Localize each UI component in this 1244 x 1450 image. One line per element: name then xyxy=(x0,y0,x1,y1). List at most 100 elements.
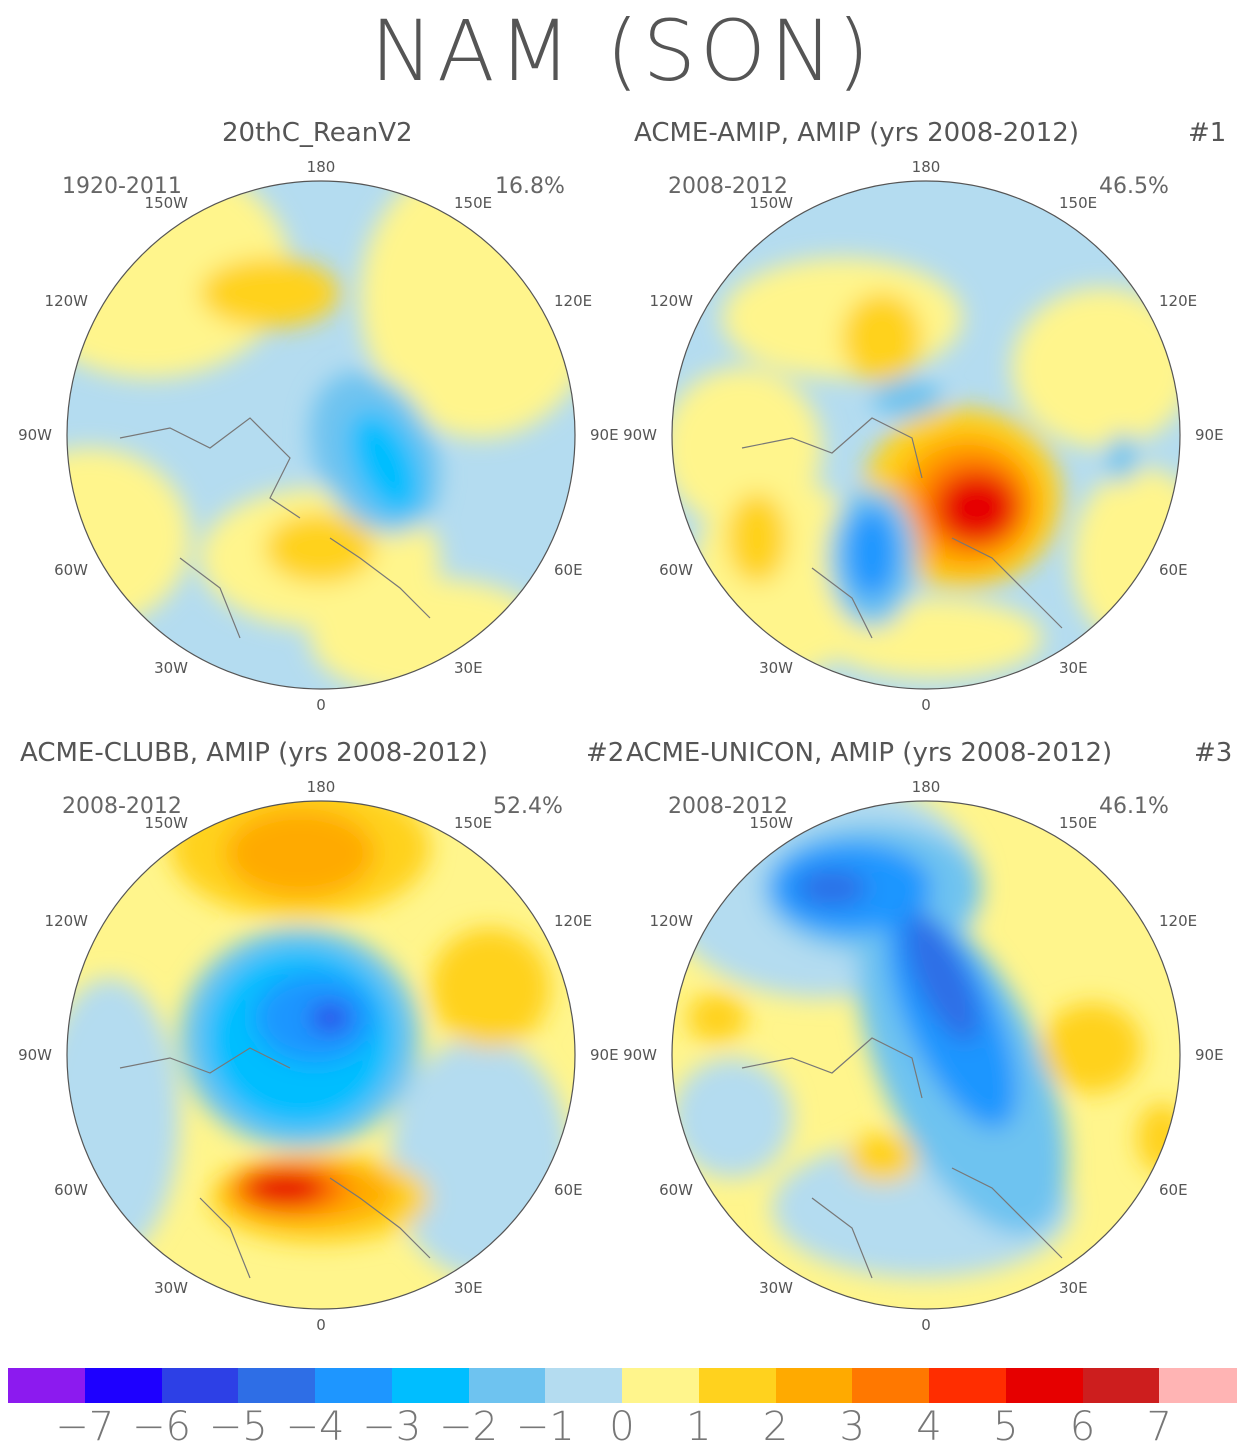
colorbar-swatch xyxy=(929,1368,1007,1403)
panel-acme-amip: ACME-AMIP, AMIP (yrs 2008-2012) #1 2008-… xyxy=(622,118,1244,738)
lon-label-90w: 90W xyxy=(623,1046,657,1064)
panel-acme-unicon: ACME-UNICON, AMIP (yrs 2008-2012) #3 200… xyxy=(622,738,1244,1358)
period-label: 2008-2012 xyxy=(62,794,182,819)
lon-label-0: 0 xyxy=(921,1316,931,1334)
lon-label-180: 180 xyxy=(912,158,941,176)
lon-label-150w: 150W xyxy=(750,814,794,832)
panel-title: ACME-AMIP, AMIP (yrs 2008-2012) xyxy=(634,118,1079,148)
colorbar-swatch xyxy=(238,1368,316,1403)
lon-label-180: 180 xyxy=(307,158,336,176)
lon-label-150w: 150W xyxy=(145,814,189,832)
panel-acme-clubb: ACME-CLUBB, AMIP (yrs 2008-2012) #2 2008… xyxy=(0,738,625,1358)
lon-label-90w: 90W xyxy=(18,1046,52,1064)
lon-label-60e: 60E xyxy=(554,561,583,579)
lon-label-30e: 30E xyxy=(1059,659,1088,677)
panel-number: #1 xyxy=(1188,118,1227,148)
lon-label-60w: 60W xyxy=(659,561,693,579)
colorbar-tick-label: 7 xyxy=(1146,1404,1172,1450)
variance-percent: 16.8% xyxy=(495,174,565,199)
lon-label-120e: 120E xyxy=(554,292,592,310)
period-label: 2008-2012 xyxy=(668,794,788,819)
polar-map: 180 0 150W 150E 120W 120E 90W 90E 60W 60… xyxy=(18,778,619,1334)
lon-label-30w: 30W xyxy=(759,1279,793,1297)
lon-label-60w: 60W xyxy=(54,561,88,579)
colorbar-swatch xyxy=(1005,1368,1083,1403)
lon-label-180: 180 xyxy=(307,778,336,796)
lon-label-120e: 120E xyxy=(1159,292,1197,310)
panel-title: 20thC_ReanV2 xyxy=(222,118,413,148)
lon-label-150w: 150W xyxy=(750,194,794,212)
colorbar-swatch xyxy=(852,1368,930,1403)
colorbar-tick-label: 2 xyxy=(762,1404,789,1450)
lon-label-30w: 30W xyxy=(154,1279,188,1297)
colorbar xyxy=(8,1368,1237,1403)
panel-20thc-reanv2: 20thC_ReanV2 1920-2011 16.8% xyxy=(0,118,622,738)
colorbar-swatch xyxy=(1082,1368,1160,1403)
lon-label-90e: 90E xyxy=(590,1046,619,1064)
lon-label-150e: 150E xyxy=(454,194,492,212)
colorbar-tick-label: −5 xyxy=(208,1404,268,1450)
colorbar-swatch xyxy=(545,1368,623,1403)
colorbar-tick-label: −1 xyxy=(515,1404,575,1450)
lon-label-150e: 150E xyxy=(1059,194,1097,212)
colorbar-tick-label: 1 xyxy=(686,1404,712,1450)
colorbar-swatch xyxy=(161,1368,239,1403)
lon-label-60w: 60W xyxy=(54,1181,88,1199)
colorbar-swatch xyxy=(84,1368,162,1403)
lon-label-30w: 30W xyxy=(759,659,793,677)
period-label: 1920-2011 xyxy=(62,174,182,199)
polar-map: 180 0 150W 150E 120W 120E 90W 90E 60W 60… xyxy=(623,158,1224,714)
panel-title-bar: 20thC_ReanV2 xyxy=(0,118,622,154)
variance-percent: 46.5% xyxy=(1099,174,1169,199)
polar-map: 180 0 150W 150E 120W 120E 90W 90E 60W 60… xyxy=(623,778,1224,1334)
panel-number: #3 xyxy=(1194,738,1233,768)
colorbar-tick-label: 4 xyxy=(916,1404,942,1450)
panel-number: #2 xyxy=(586,738,625,768)
lon-label-120e: 120E xyxy=(1159,912,1197,930)
lon-label-30e: 30E xyxy=(454,1279,483,1297)
panel-title-bar: ACME-AMIP, AMIP (yrs 2008-2012) #1 xyxy=(622,118,1244,154)
lon-label-120w: 120W xyxy=(650,292,694,310)
colorbar-tick-label: 3 xyxy=(839,1404,865,1450)
lon-label-30w: 30W xyxy=(154,659,188,677)
lon-label-0: 0 xyxy=(316,696,326,714)
colorbar-tick-label: −2 xyxy=(439,1404,498,1450)
panel-title-bar: ACME-UNICON, AMIP (yrs 2008-2012) #3 xyxy=(622,738,1244,774)
colorbar-tick-label: 6 xyxy=(1069,1404,1096,1450)
panel-title: ACME-CLUBB, AMIP (yrs 2008-2012) xyxy=(20,738,489,768)
colorbar-swatch xyxy=(315,1368,393,1403)
colorbar-swatch xyxy=(391,1368,469,1403)
panel-title-bar: ACME-CLUBB, AMIP (yrs 2008-2012) #2 xyxy=(0,738,625,774)
colorbar-swatch xyxy=(622,1368,700,1403)
lon-label-0: 0 xyxy=(921,696,931,714)
colorbar-swatch xyxy=(698,1368,776,1403)
lon-label-90e: 90E xyxy=(1195,1046,1224,1064)
lon-label-90e: 90E xyxy=(1195,426,1224,444)
lon-label-60e: 60E xyxy=(1159,561,1188,579)
lon-label-120e: 120E xyxy=(554,912,592,930)
colorbar-swatch xyxy=(468,1368,546,1403)
lon-label-60e: 60E xyxy=(554,1181,583,1199)
lon-label-60e: 60E xyxy=(1159,1181,1188,1199)
lon-label-90e: 90E xyxy=(590,426,619,444)
colorbar-tick-label: 5 xyxy=(993,1404,1019,1450)
colorbar-swatch xyxy=(8,1368,86,1403)
figure-title: NAM (SON) xyxy=(370,2,874,100)
lon-label-150e: 150E xyxy=(454,814,492,832)
colorbar-tick-label: −7 xyxy=(55,1404,115,1450)
colorbar-swatch xyxy=(1159,1368,1237,1403)
colorbar-tick-label: −3 xyxy=(362,1404,422,1450)
lon-label-120w: 120W xyxy=(45,912,89,930)
lon-label-30e: 30E xyxy=(454,659,483,677)
lon-label-120w: 120W xyxy=(650,912,694,930)
lon-label-180: 180 xyxy=(912,778,941,796)
variance-percent: 52.4% xyxy=(493,794,563,819)
panel-title: ACME-UNICON, AMIP (yrs 2008-2012) xyxy=(626,738,1113,768)
variance-percent: 46.1% xyxy=(1099,794,1169,819)
lon-label-150w: 150W xyxy=(145,194,189,212)
lon-label-0: 0 xyxy=(316,1316,326,1334)
colorbar-swatch xyxy=(775,1368,853,1403)
lon-label-60w: 60W xyxy=(659,1181,693,1199)
lon-label-120w: 120W xyxy=(45,292,89,310)
polar-map: 180 0 150W 150E 120W 120E 90W 90E 60W 60… xyxy=(18,158,619,714)
